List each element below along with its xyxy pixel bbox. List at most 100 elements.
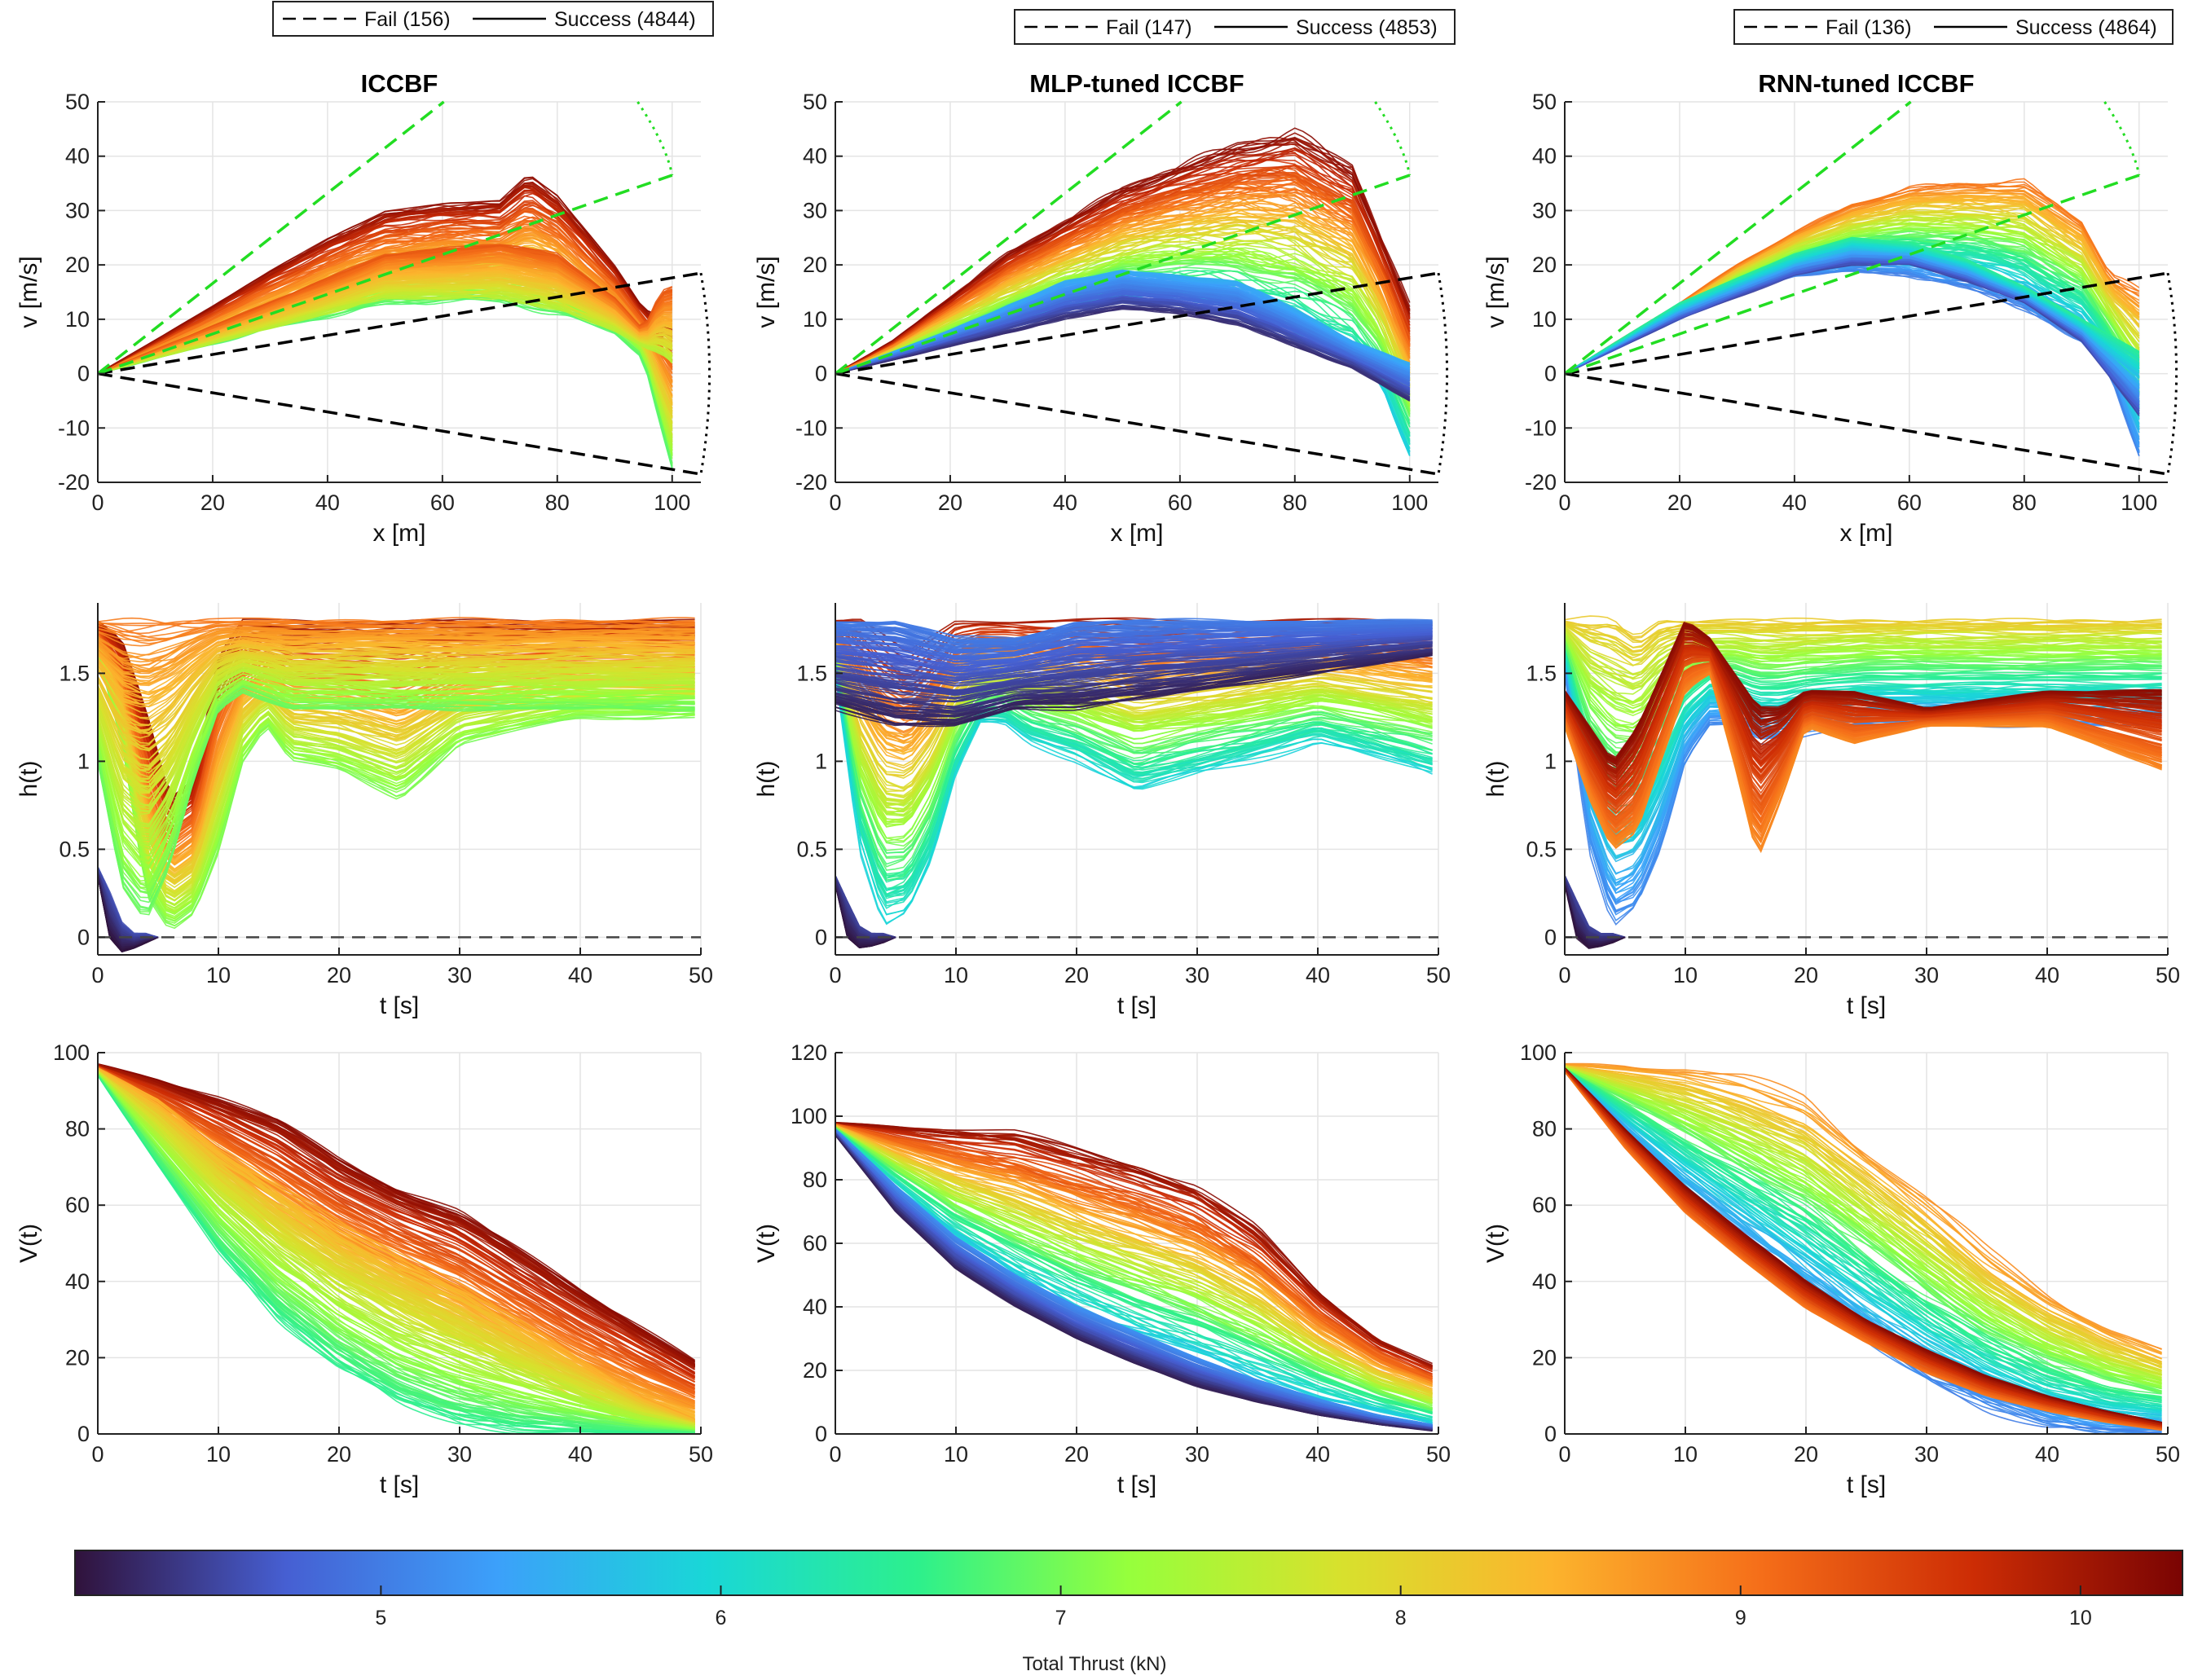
x-tick-label: 100 bbox=[654, 490, 690, 515]
x-tick-label: 0 bbox=[91, 1442, 104, 1467]
y-axis-label: v [m/s] bbox=[1482, 256, 1509, 328]
x-tick-label: 20 bbox=[1667, 490, 1692, 515]
y-tick-label: 20 bbox=[803, 253, 827, 277]
success-label: Success (4844) bbox=[554, 8, 696, 31]
x-tick-label: 0 bbox=[829, 963, 841, 987]
y-tick-label: 60 bbox=[65, 1193, 90, 1217]
colorbar-label: Total Thrust (kN) bbox=[1023, 1653, 1167, 1675]
x-tick-label: 10 bbox=[1673, 1442, 1698, 1467]
x-tick-label: 10 bbox=[944, 1442, 968, 1467]
legend-1: Fail (156) Success (4844) bbox=[273, 2, 713, 36]
y-tick-label: 0 bbox=[1544, 1422, 1557, 1446]
y-tick-label: 10 bbox=[1532, 307, 1557, 332]
colorbar-tick-label: 7 bbox=[1055, 1607, 1067, 1629]
x-tick-label: 10 bbox=[206, 963, 231, 987]
y-tick-label: 0 bbox=[1544, 925, 1557, 949]
legend-layer: Fail (156) Success (4844) Fail (147) Succes… bbox=[273, 2, 2173, 44]
x-axis-label: t [s] bbox=[380, 1471, 419, 1498]
black-cone-arc bbox=[701, 273, 710, 474]
y-tick-label: 0 bbox=[77, 1422, 90, 1446]
y-tick-label: 10 bbox=[803, 307, 827, 332]
y-tick-label: 20 bbox=[65, 1345, 90, 1370]
x-tick-label: 40 bbox=[1053, 490, 1077, 515]
y-tick-label: -10 bbox=[58, 416, 90, 440]
y-tick-label: 60 bbox=[1532, 1193, 1557, 1217]
y-tick-label: 1 bbox=[815, 749, 827, 773]
x-tick-label: 60 bbox=[430, 490, 455, 515]
y-tick-label: 0.5 bbox=[796, 837, 827, 861]
y-axis-label: v [m/s] bbox=[753, 256, 780, 328]
y-tick-label: 40 bbox=[1532, 1269, 1557, 1294]
x-tick-label: 20 bbox=[327, 1442, 351, 1467]
x-tick-label: 40 bbox=[568, 963, 592, 987]
y-tick-label: 20 bbox=[803, 1358, 827, 1383]
y-axis-label: v [m/s] bbox=[15, 256, 42, 328]
y-axis-label: V(t) bbox=[15, 1224, 42, 1263]
colorbar-tick-label: 6 bbox=[716, 1607, 727, 1629]
x-tick-label: 0 bbox=[829, 490, 841, 515]
y-tick-label: 50 bbox=[1532, 90, 1557, 114]
x-tick-label: 80 bbox=[545, 490, 570, 515]
x-axis-label: t [s] bbox=[1117, 1471, 1156, 1498]
x-tick-label: 20 bbox=[1794, 963, 1818, 987]
x-tick-label: 50 bbox=[689, 963, 713, 987]
y-tick-label: 50 bbox=[65, 90, 90, 114]
colorbar bbox=[75, 1550, 2182, 1595]
success-label: Success (4864) bbox=[2015, 16, 2157, 39]
y-tick-label: 60 bbox=[803, 1231, 827, 1256]
x-tick-label: 50 bbox=[2156, 1442, 2180, 1467]
y-tick-label: -20 bbox=[1525, 470, 1557, 495]
x-tick-label: 0 bbox=[1558, 1442, 1570, 1467]
x-tick-label: 10 bbox=[206, 1442, 231, 1467]
y-tick-label: 50 bbox=[803, 90, 827, 114]
y-tick-label: 10 bbox=[65, 307, 90, 332]
colorbar-tick-label: 10 bbox=[2069, 1607, 2092, 1629]
y-tick-label: 0 bbox=[815, 1422, 827, 1446]
y-tick-label: -20 bbox=[795, 470, 827, 495]
y-tick-label: 80 bbox=[1532, 1117, 1557, 1141]
x-tick-label: 30 bbox=[1185, 963, 1209, 987]
x-tick-label: 30 bbox=[1914, 963, 1939, 987]
x-tick-label: 40 bbox=[1782, 490, 1807, 515]
success-label: Success (4853) bbox=[1296, 16, 1438, 39]
x-tick-label: 80 bbox=[2012, 490, 2037, 515]
x-tick-label: 40 bbox=[2035, 1442, 2059, 1467]
x-tick-label: 40 bbox=[315, 490, 340, 515]
x-tick-label: 60 bbox=[1168, 490, 1192, 515]
y-axis-label: h(t) bbox=[753, 761, 780, 798]
y-tick-label: 1.5 bbox=[59, 661, 90, 685]
fail-label: Fail (156) bbox=[364, 8, 451, 31]
fail-label: Fail (136) bbox=[1826, 16, 1912, 39]
y-tick-label: 80 bbox=[803, 1168, 827, 1192]
x-tick-label: 50 bbox=[2156, 963, 2180, 987]
x-tick-label: 100 bbox=[2121, 490, 2157, 515]
y-tick-label: 0 bbox=[1544, 362, 1557, 386]
y-tick-label: 120 bbox=[791, 1040, 827, 1065]
panel-title: ICCBF bbox=[361, 69, 438, 98]
x-tick-label: 0 bbox=[91, 963, 104, 987]
y-tick-label: 0.5 bbox=[1526, 837, 1557, 861]
x-tick-label: 40 bbox=[1306, 963, 1330, 987]
x-tick-label: 40 bbox=[2035, 963, 2059, 987]
x-axis-label: t [s] bbox=[1117, 992, 1156, 1019]
x-tick-label: 50 bbox=[689, 1442, 713, 1467]
y-tick-label: 20 bbox=[1532, 253, 1557, 277]
y-tick-label: 40 bbox=[803, 144, 827, 169]
colorbar-tick-label: 9 bbox=[1735, 1607, 1746, 1629]
x-tick-label: 10 bbox=[944, 963, 968, 987]
y-tick-label: 30 bbox=[1532, 198, 1557, 222]
y-tick-label: -10 bbox=[1525, 416, 1557, 440]
black-cone-arc bbox=[1438, 273, 1447, 474]
x-tick-label: 0 bbox=[1558, 963, 1570, 987]
x-tick-label: 50 bbox=[1426, 1442, 1451, 1467]
x-tick-label: 50 bbox=[1426, 963, 1451, 987]
x-tick-label: 20 bbox=[200, 490, 225, 515]
fail-label: Fail (147) bbox=[1106, 16, 1192, 39]
